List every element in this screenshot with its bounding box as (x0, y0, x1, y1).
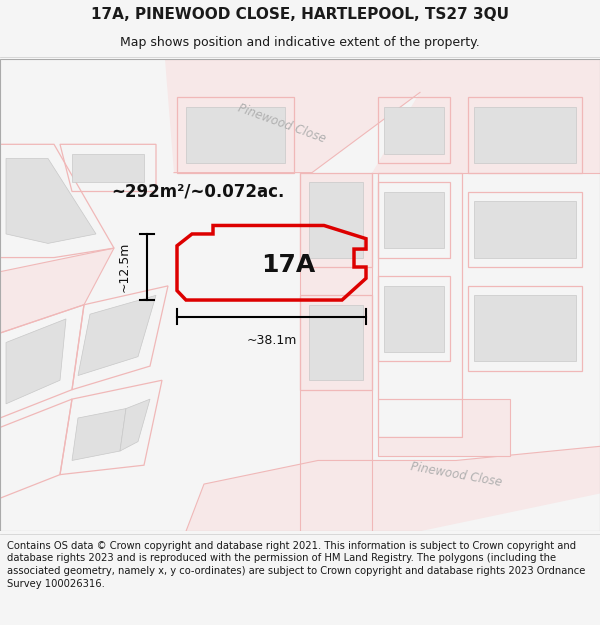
Polygon shape (474, 106, 576, 163)
Text: 17A: 17A (261, 253, 315, 277)
Polygon shape (378, 399, 510, 456)
Polygon shape (72, 154, 144, 182)
Text: Contains OS data © Crown copyright and database right 2021. This information is : Contains OS data © Crown copyright and d… (7, 541, 586, 589)
Text: ~12.5m: ~12.5m (118, 242, 131, 292)
Text: ~292m²/~0.072ac.: ~292m²/~0.072ac. (112, 182, 284, 201)
Text: 17A, PINEWOOD CLOSE, HARTLEPOOL, TS27 3QU: 17A, PINEWOOD CLOSE, HARTLEPOOL, TS27 3Q… (91, 8, 509, 22)
Polygon shape (309, 305, 363, 380)
Polygon shape (300, 173, 372, 531)
Polygon shape (6, 319, 66, 404)
Polygon shape (384, 286, 444, 352)
Polygon shape (186, 446, 600, 531)
Polygon shape (120, 399, 150, 451)
Polygon shape (474, 295, 576, 361)
Text: Pinewood Close: Pinewood Close (409, 460, 503, 489)
Polygon shape (0, 248, 114, 333)
Polygon shape (309, 182, 363, 258)
Polygon shape (6, 159, 96, 243)
Polygon shape (78, 295, 156, 376)
Polygon shape (474, 201, 576, 258)
Text: Pinewood Close: Pinewood Close (236, 101, 328, 145)
Text: Map shows position and indicative extent of the property.: Map shows position and indicative extent… (120, 36, 480, 49)
Polygon shape (165, 59, 420, 172)
Polygon shape (186, 106, 285, 163)
Polygon shape (384, 106, 444, 154)
Polygon shape (72, 409, 126, 461)
Polygon shape (372, 59, 600, 172)
Text: ~38.1m: ~38.1m (247, 334, 296, 347)
Polygon shape (384, 191, 444, 248)
